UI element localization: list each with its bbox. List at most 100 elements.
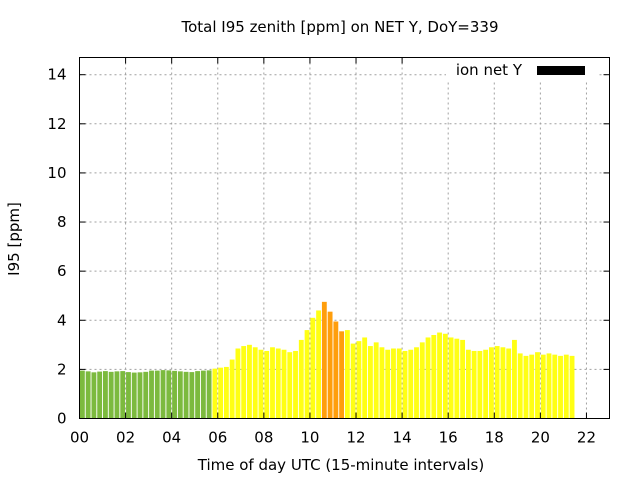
y-tick-label: 6: [57, 262, 67, 280]
bar: [540, 354, 546, 419]
bar: [414, 347, 419, 419]
legend: ion net Y: [446, 58, 598, 82]
bar: [304, 330, 310, 419]
bar: [183, 371, 189, 419]
bar: [200, 370, 206, 419]
bar: [506, 348, 512, 419]
x-tick-label: 18: [485, 429, 504, 447]
legend-swatch: [537, 66, 585, 75]
bar: [85, 371, 91, 419]
x-tick-label: 08: [254, 429, 273, 447]
bar: [477, 350, 483, 419]
bar: [218, 367, 224, 419]
bar: [149, 370, 154, 419]
bar: [114, 371, 120, 419]
bar: [316, 310, 321, 419]
bar: [189, 372, 195, 419]
bar: [275, 348, 281, 419]
bar: [396, 348, 402, 419]
bar: [79, 370, 85, 419]
bar: [558, 355, 563, 419]
y-tick-label: 14: [47, 66, 66, 84]
y-tick-label: 10: [47, 164, 66, 182]
y-tick-label: 4: [57, 311, 67, 329]
bar: [483, 349, 489, 419]
x-tick-label: 06: [208, 429, 227, 447]
y-tick-label: 0: [57, 410, 67, 428]
bar: [465, 349, 471, 419]
x-tick-label: 12: [346, 429, 365, 447]
bar: [494, 346, 500, 419]
y-tick-label: 8: [57, 213, 67, 231]
bar: [252, 347, 258, 419]
bar: [137, 372, 143, 419]
bar: [160, 370, 166, 419]
x-tick-label: 22: [577, 429, 596, 447]
bar: [120, 371, 126, 419]
bar: [488, 347, 494, 419]
bar: [546, 353, 552, 419]
bar: [298, 339, 304, 419]
bar: [287, 352, 293, 419]
x-tick-label: 16: [439, 429, 458, 447]
bar: [143, 371, 149, 419]
bar: [131, 372, 137, 419]
bar: [321, 301, 327, 419]
bar: [448, 337, 454, 419]
bar: [310, 317, 316, 419]
bar: [264, 350, 270, 419]
bar: [108, 371, 114, 419]
bar: [471, 350, 477, 419]
legend-label: ion net Y: [456, 61, 523, 79]
bar: [212, 368, 218, 419]
bar: [385, 349, 391, 419]
bar: [373, 342, 379, 419]
bar: [235, 348, 241, 419]
x-tick-label: 14: [393, 429, 412, 447]
bar: [177, 371, 183, 419]
x-tick-label: 20: [531, 429, 550, 447]
bar: [368, 346, 373, 419]
bar: [206, 370, 212, 419]
bar: [166, 370, 172, 419]
x-tick-label: 10: [300, 429, 319, 447]
y-tick-labels: 0 2 4 6 8 10 12 14: [47, 66, 610, 428]
bar: [460, 339, 466, 419]
bar: [97, 371, 103, 419]
bar: [126, 372, 131, 419]
bar: [172, 370, 177, 419]
bar: [258, 349, 264, 419]
bar-series: [79, 301, 575, 419]
bar: [356, 341, 362, 419]
y-tick-label: 12: [47, 115, 66, 133]
bar: [281, 349, 287, 419]
bar: [425, 337, 431, 419]
bar: [379, 347, 385, 419]
bar: [350, 343, 356, 419]
bar: [195, 371, 201, 419]
y-tick-label: 2: [57, 360, 67, 378]
bar: [339, 331, 345, 419]
bar: [431, 335, 437, 419]
bar: [362, 337, 368, 419]
bar: [327, 311, 333, 419]
bar: [293, 350, 298, 419]
chart-title: Total I95 zenith [ppm] on NET Y, DoY=339: [180, 18, 498, 36]
bar: [419, 342, 425, 419]
bar: [333, 321, 339, 419]
plot-frame: [79, 57, 610, 419]
bar: [529, 354, 535, 419]
bar: [563, 354, 569, 419]
x-tick-label: 02: [116, 429, 135, 447]
bar: [402, 350, 408, 419]
bar: [154, 370, 160, 419]
bar: [229, 359, 235, 419]
bar: [454, 338, 460, 419]
bar: [442, 333, 448, 419]
bar: [569, 355, 575, 419]
bar: [552, 354, 558, 419]
x-tick-label: 04: [162, 429, 181, 447]
x-tick-labels: 00 02 04 06 08 10 12 14 16 18 20 22: [70, 57, 596, 447]
bar: [437, 332, 442, 419]
